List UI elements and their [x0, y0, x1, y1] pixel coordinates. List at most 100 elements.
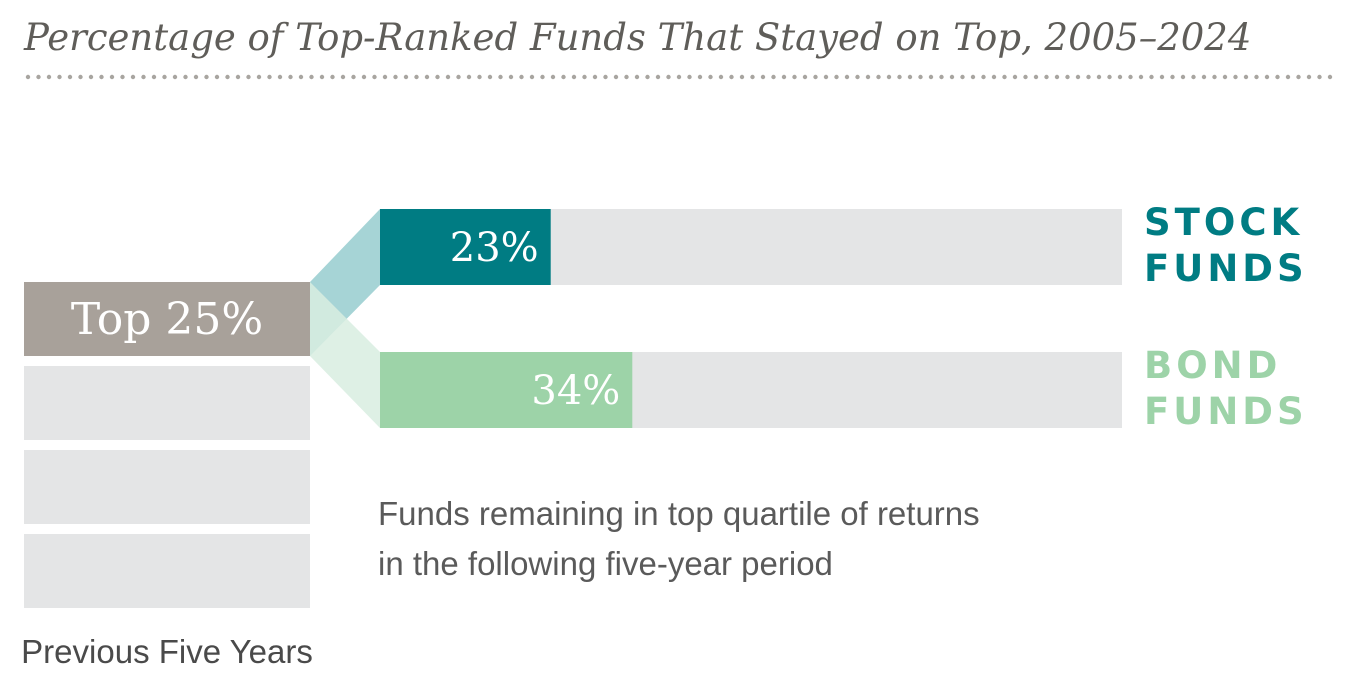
divider-dot: [1327, 74, 1333, 80]
bars: 23% 34%: [380, 209, 1122, 428]
bar-value-label: 23%: [450, 225, 539, 271]
quartile-box: [24, 534, 310, 608]
divider-dot: [519, 74, 524, 80]
divider-dot: [697, 74, 703, 80]
note-text: Funds remaining in top quartile of retur…: [378, 495, 980, 582]
divider-dot: [393, 74, 398, 80]
divider-dot: [466, 74, 472, 80]
divider-dot: [1012, 74, 1018, 80]
divider-dot: [435, 74, 440, 80]
divider-dot: [1275, 74, 1280, 80]
title-divider: [25, 74, 1333, 80]
divider-dot: [771, 74, 776, 80]
divider-dot: [970, 74, 976, 80]
divider-dot: [508, 74, 514, 80]
divider-dot: [760, 74, 766, 80]
divider-dot: [1128, 74, 1133, 80]
divider-dot: [1149, 74, 1154, 80]
divider-dot: [739, 74, 745, 80]
divider-dot: [1254, 74, 1259, 80]
divider-dot: [1201, 74, 1207, 80]
divider-dot: [792, 74, 797, 80]
quartile-boxes: Top 25%: [24, 282, 310, 608]
connectors: [310, 209, 380, 428]
divider-dot: [603, 74, 608, 80]
divider-dot: [1243, 74, 1249, 80]
divider-dot: [67, 74, 73, 80]
divider-dot: [193, 74, 199, 80]
divider-dot: [36, 74, 41, 80]
divider-dot: [487, 74, 493, 80]
source-axis-label: Previous Five Years: [21, 633, 313, 670]
divider-dot: [949, 74, 955, 80]
divider-dot: [834, 74, 839, 80]
divider-dot: [256, 74, 262, 80]
divider-dot: [1065, 74, 1070, 80]
divider-dot: [897, 74, 902, 80]
series-label: BOND FUNDS: [1144, 344, 1308, 433]
divider-dot: [718, 74, 724, 80]
divider-dot: [1054, 74, 1060, 80]
divider-dot: [288, 74, 293, 80]
note: Funds remaining in top quartile of retur…: [378, 495, 980, 582]
divider-dot: [382, 74, 388, 80]
divider-dot: [46, 74, 52, 80]
divider-dot: [309, 74, 314, 80]
divider-dot: [939, 74, 944, 80]
divider-dot: [99, 74, 104, 80]
divider-dot: [361, 74, 367, 80]
divider-dot: [351, 74, 356, 80]
divider-dot: [57, 74, 62, 80]
divider-dot: [613, 74, 619, 80]
divider-dot: [225, 74, 230, 80]
divider-dot: [960, 74, 965, 80]
divider-dot: [1212, 74, 1217, 80]
divider-dot: [624, 74, 629, 80]
divider-dot: [1170, 74, 1175, 80]
divider-dot: [78, 74, 83, 80]
divider-dot: [813, 74, 818, 80]
divider-dot: [781, 74, 787, 80]
divider-dot: [907, 74, 913, 80]
top-quartile-box: [24, 282, 310, 356]
divider-dot: [298, 74, 304, 80]
divider-dot: [844, 74, 850, 80]
divider-dot: [708, 74, 713, 80]
divider-dot: [1138, 74, 1144, 80]
divider-dot: [445, 74, 451, 80]
divider-dot: [991, 74, 997, 80]
divider-dot: [1306, 74, 1312, 80]
divider-dot: [120, 74, 125, 80]
divider-dot: [676, 74, 682, 80]
divider-dot: [130, 74, 136, 80]
divider-dot: [550, 74, 556, 80]
divider-dot: [666, 74, 671, 80]
divider-dot: [372, 74, 377, 80]
divider-dot: [1033, 74, 1039, 80]
divider-dot: [204, 74, 209, 80]
divider-dot: [319, 74, 325, 80]
connector-band: [310, 282, 380, 428]
divider-dot: [162, 74, 167, 80]
divider-dot: [25, 74, 31, 80]
divider-dot: [109, 74, 115, 80]
divider-dot: [1044, 74, 1049, 80]
divider-dot: [340, 74, 346, 80]
divider-dot: [88, 74, 94, 80]
divider-dot: [1191, 74, 1196, 80]
divider-dot: [729, 74, 734, 80]
divider-dot: [277, 74, 283, 80]
divider-dot: [1096, 74, 1102, 80]
divider-dot: [645, 74, 650, 80]
chart-title: Percentage of Top-Ranked Funds That Stay…: [23, 16, 1251, 59]
divider-dot: [592, 74, 598, 80]
divider-dot: [235, 74, 241, 80]
divider-dot: [151, 74, 157, 80]
divider-dot: [865, 74, 871, 80]
divider-dot: [582, 74, 587, 80]
divider-dot: [1264, 74, 1270, 80]
divider-dot: [330, 74, 335, 80]
bar-value-label: 34%: [531, 368, 620, 414]
divider-dot: [1180, 74, 1186, 80]
